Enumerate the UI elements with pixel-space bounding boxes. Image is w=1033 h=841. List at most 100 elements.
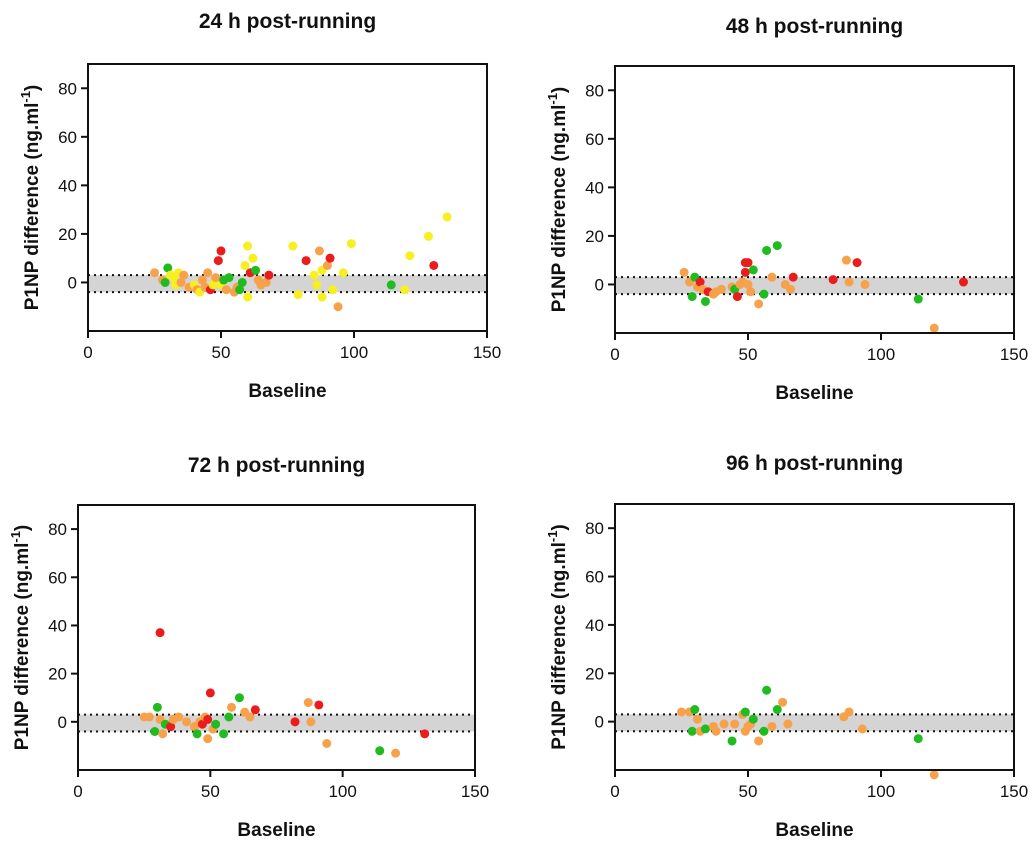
y-tick-label: 0 — [595, 275, 604, 294]
data-point — [152, 702, 162, 712]
data-point — [250, 705, 260, 715]
data-point — [325, 253, 335, 263]
limits-band — [615, 714, 1014, 732]
y-axis-label-end: ) — [549, 524, 570, 530]
y-axis-label-superscript: -1 — [545, 531, 560, 543]
x-tick-label: 0 — [610, 345, 619, 364]
data-point — [405, 251, 415, 261]
data-point — [197, 275, 207, 285]
limits-band — [88, 275, 487, 293]
data-point — [240, 260, 250, 270]
data-point — [913, 734, 923, 744]
data-point — [192, 729, 202, 739]
data-point — [176, 277, 186, 287]
data-point — [216, 246, 226, 256]
x-tick-label: 100 — [340, 343, 368, 362]
y-tick-label: 20 — [585, 227, 604, 246]
x-tick-label: 0 — [610, 782, 619, 801]
chart-panel-1: 24 h post-running 0 50 100 150 80 60 40 20 0 Basel… — [18, 10, 501, 402]
data-point — [245, 712, 255, 722]
data-point — [160, 277, 170, 287]
data-point — [958, 277, 968, 287]
chart-panel-2: 48 h post-running 0 50 100 150 80 60 40 20 0 Basel… — [545, 15, 1028, 404]
data-point — [732, 292, 742, 302]
data-point — [852, 258, 862, 268]
data-point — [205, 688, 215, 698]
data-point — [767, 272, 777, 282]
data-point — [322, 260, 332, 270]
data-point — [346, 239, 356, 249]
y-axis-label-end: ) — [22, 85, 43, 91]
data-point — [690, 705, 700, 715]
data-point — [312, 280, 322, 290]
plot-frame — [77, 504, 476, 771]
y-tick-label: 40 — [585, 178, 604, 197]
data-point — [429, 260, 439, 270]
data-point — [677, 707, 686, 717]
data-point — [333, 302, 343, 312]
x-tick-label: 100 — [867, 782, 895, 801]
x-tick-label: 50 — [201, 782, 220, 801]
data-point — [695, 277, 705, 287]
data-point — [420, 729, 430, 739]
data-point — [762, 685, 772, 695]
data-point — [375, 746, 385, 756]
y-tick-label: 20 — [48, 665, 67, 684]
data-point — [314, 246, 324, 256]
data-point — [743, 258, 753, 268]
x-axis-label: Baseline — [237, 820, 315, 841]
data-point — [400, 285, 410, 295]
data-point — [309, 270, 319, 280]
data-point — [442, 212, 452, 222]
data-point — [322, 739, 332, 748]
y-tick-label: 60 — [48, 568, 67, 587]
data-point — [234, 693, 244, 703]
limits-band — [615, 277, 1014, 295]
data-point — [719, 719, 729, 729]
data-point — [746, 287, 756, 297]
data-point — [251, 265, 261, 275]
data-point — [144, 712, 154, 722]
data-point — [293, 290, 303, 300]
data-point — [423, 231, 433, 241]
y-tick-label: 0 — [595, 713, 604, 732]
x-tick-label: 150 — [473, 343, 501, 362]
data-point — [237, 277, 247, 287]
x-tick-label: 100 — [867, 345, 895, 364]
data-point — [203, 268, 213, 278]
y-tick-label: 20 — [58, 225, 77, 244]
data-point — [679, 267, 689, 277]
y-axis-label-main: P1NP difference (ng.ml — [12, 543, 33, 751]
data-point — [224, 273, 234, 283]
y-tick-label: 60 — [585, 568, 604, 587]
data-point — [828, 275, 838, 285]
y-tick-label: 20 — [585, 664, 604, 683]
y-tick-label: 80 — [585, 81, 604, 100]
data-point — [772, 241, 782, 251]
x-tick-label: 150 — [461, 782, 489, 801]
data-point — [687, 726, 697, 736]
y-tick-label: 80 — [585, 519, 604, 538]
y-axis-label: P1NP difference (ng.ml-1) — [545, 524, 570, 750]
plot-frame — [614, 65, 1015, 334]
data-point — [716, 284, 726, 294]
y-axis-label: P1NP difference (ng.ml-1) — [18, 85, 43, 311]
data-point — [692, 714, 702, 724]
data-point — [743, 279, 753, 289]
data-point — [913, 294, 923, 304]
data-point — [264, 270, 274, 280]
x-axis-label: Baseline — [248, 381, 326, 402]
data-point — [748, 265, 758, 275]
y-tick-label: 60 — [58, 128, 77, 147]
y-axis-label-end: ) — [12, 525, 33, 531]
data-point — [762, 245, 772, 255]
y-tick-label: 0 — [68, 273, 77, 292]
x-tick-label: 50 — [739, 345, 758, 364]
data-point — [841, 255, 851, 265]
data-point — [740, 707, 750, 717]
data-point — [150, 726, 160, 736]
data-point — [860, 279, 870, 289]
data-point — [730, 719, 740, 729]
data-point — [727, 736, 737, 746]
data-point — [740, 267, 750, 277]
